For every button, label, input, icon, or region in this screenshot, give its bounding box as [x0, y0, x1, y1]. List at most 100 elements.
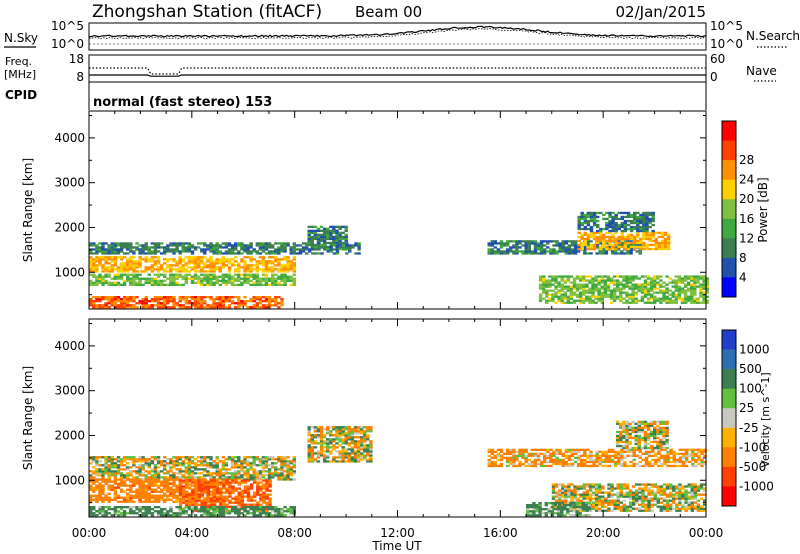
heatmap-cell: [92, 262, 96, 265]
heatmap-cell: [564, 252, 568, 255]
heatmap-cell: [98, 275, 102, 278]
heatmap-cell: [688, 460, 692, 464]
heatmap-cell: [344, 428, 348, 431]
heatmap-cell: [156, 260, 161, 263]
heatmap-cell: [234, 264, 238, 267]
heatmap-cell: [234, 296, 238, 299]
heatmap-cell: [209, 270, 213, 273]
heatmap-cell: [353, 460, 358, 463]
heatmap-cell: [240, 242, 244, 245]
heatmap-cell: [227, 296, 232, 299]
heatmap-cell: [277, 306, 281, 309]
heatmap-cell: [705, 299, 709, 302]
heatmap-cell: [92, 281, 96, 284]
heatmap-cell: [188, 487, 192, 490]
heatmap-cell: [206, 512, 210, 515]
heatmap-cell: [265, 485, 269, 488]
heatmap-cell: [92, 460, 96, 463]
heatmap-cell: [230, 248, 235, 251]
heatmap-cell: [588, 295, 592, 298]
heatmap-cell: [144, 478, 148, 481]
heatmap-cell: [181, 250, 185, 253]
heatmap-cell: [129, 496, 133, 499]
heatmap-cell: [631, 287, 635, 290]
heatmap-cell: [538, 279, 543, 282]
heatmap-cell: [350, 436, 355, 439]
heatmap-cell: [234, 252, 238, 255]
heatmap-cell: [313, 442, 318, 445]
heatmap-cell: [113, 492, 118, 495]
heatmap-cell: [611, 247, 615, 251]
heatmap-cell: [237, 470, 241, 473]
heatmap-cell: [280, 268, 284, 271]
heatmap-cell: [89, 496, 93, 499]
heatmap-cell: [611, 227, 615, 231]
heatmap-cell: [243, 479, 248, 482]
heatmap-cell: [589, 215, 594, 219]
heatmap-cell: [268, 497, 272, 500]
heatmap-cell: [700, 448, 704, 451]
heatmap-cell: [666, 235, 671, 239]
heatmap-cell: [598, 454, 602, 457]
heatmap-cell: [683, 291, 688, 294]
heatmap-cell: [237, 252, 241, 255]
heatmap-cell: [228, 481, 232, 484]
heatmap-cell: [549, 460, 553, 464]
heatmap-cell: [635, 250, 639, 253]
heatmap-cell: [614, 223, 618, 227]
heatmap-cell: [271, 260, 275, 263]
heatmap-cell: [172, 476, 176, 479]
heatmap-cell: [172, 494, 176, 497]
heatmap-cell: [344, 438, 348, 441]
heatmap-cell: [129, 264, 133, 267]
heatmap-cell: [160, 508, 164, 511]
heatmap-cell: [110, 260, 114, 263]
heatmap-cell: [184, 242, 188, 245]
heatmap-cell: [122, 496, 127, 499]
heatmap-cell: [193, 260, 198, 263]
heatmap-cell: [289, 466, 293, 469]
heatmap-cell: [566, 287, 571, 290]
heatmap-cell: [583, 241, 587, 245]
heatmap-cell: [147, 258, 151, 261]
heatmap-cell: [107, 488, 111, 491]
heatmap-cell: [129, 246, 133, 249]
heatmap-cell: [566, 295, 571, 298]
heatmap-cell: [499, 250, 504, 253]
heatmap-cell: [110, 488, 114, 491]
cpid-row: CPID normal (fast stereo) 153: [5, 82, 707, 110]
heatmap-cell: [212, 506, 216, 509]
heatmap-cell: [557, 281, 561, 284]
heatmap-cell: [237, 472, 241, 475]
heatmap-cell: [184, 458, 188, 461]
heatmap-cell: [150, 260, 155, 263]
heatmap-cell: [626, 454, 630, 457]
heatmap-cell: [608, 223, 612, 227]
heatmap-cell: [184, 302, 188, 305]
heatmap-cell: [620, 239, 624, 243]
heatmap-cell: [561, 462, 565, 466]
heatmap-cell: [246, 512, 250, 515]
heatmap-cell: [175, 468, 179, 471]
heatmap-cell: [187, 306, 192, 309]
heatmap-cell: [98, 490, 102, 493]
heatmap-cell: [363, 432, 367, 435]
heatmap-cell: [163, 296, 167, 299]
heatmap-cell: [575, 287, 580, 290]
heatmap-cell: [215, 466, 219, 469]
heatmap-cell: [634, 287, 638, 290]
heatmap-cell: [156, 510, 161, 513]
heatmap-cell: [625, 283, 629, 286]
heatmap-cell: [203, 510, 207, 513]
heatmap-cell: [138, 260, 142, 263]
heatmap-cell: [283, 478, 287, 481]
heatmap-cell: [153, 246, 158, 249]
heatmap-cell: [542, 275, 546, 278]
heatmap-cell: [612, 287, 617, 290]
heatmap-cell: [702, 301, 706, 304]
heatmap-cell: [255, 262, 259, 265]
heatmap-cell: [113, 470, 118, 473]
heatmap-cell: [274, 514, 278, 517]
heatmap-cell: [104, 248, 108, 251]
heatmap-cell: [487, 242, 491, 245]
